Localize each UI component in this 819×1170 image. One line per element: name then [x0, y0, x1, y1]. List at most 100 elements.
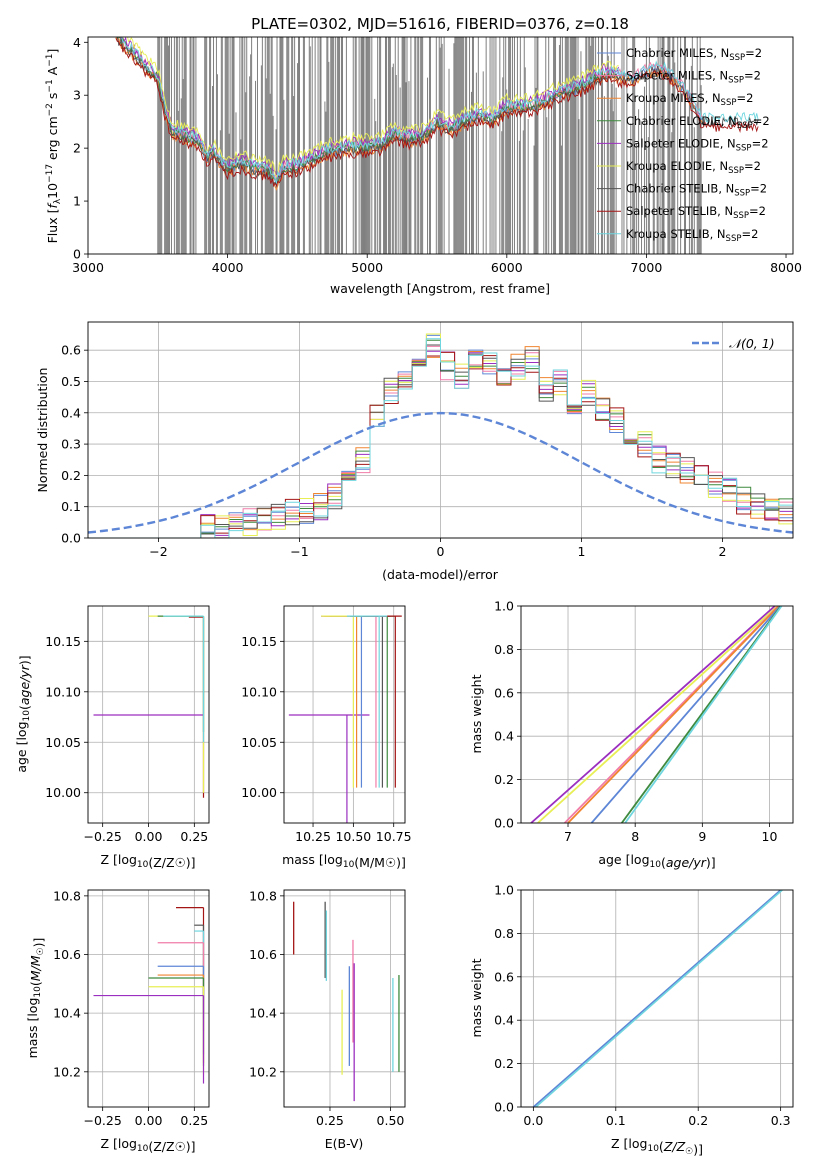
- x-tick-label: 7: [564, 829, 572, 844]
- x-tick-label: 0.1: [606, 1113, 626, 1128]
- label-part: 10: [33, 986, 43, 998]
- series-line: [537, 606, 779, 823]
- label-part: 10: [45, 183, 60, 199]
- x-tick-label: 7000: [631, 260, 663, 275]
- data-point: [343, 615, 385, 788]
- x-tick-label: 10.25: [295, 829, 331, 844]
- y-tick-label: 10.4: [53, 1006, 81, 1021]
- legend-text: Kroupa STELIB, N: [626, 227, 726, 241]
- legend-suffix: =2: [749, 204, 766, 218]
- legend-label: Kroupa STELIB, NSSP=2: [626, 227, 758, 244]
- label-part: 10: [22, 710, 32, 722]
- plot-area: [93, 906, 205, 1084]
- label-part: age/yr: [17, 664, 32, 705]
- histogram-step: [88, 333, 793, 538]
- axes-frame: [520, 605, 794, 824]
- y-axis-label: Normed distribution: [35, 368, 50, 493]
- data-point: [93, 994, 205, 1084]
- label-part: s: [45, 93, 60, 104]
- legend-suffix: =2: [741, 227, 758, 241]
- series-line: [535, 890, 783, 1107]
- grid: [88, 890, 209, 1107]
- histogram-step: [88, 334, 793, 538]
- x-tick-label: 10: [762, 829, 778, 844]
- plot-area: [532, 890, 783, 1107]
- label-part: (M/M☉)]: [354, 855, 406, 870]
- label-part: )]: [706, 855, 716, 870]
- y-tick-label: 10.15: [45, 634, 81, 649]
- x-tick-label: 0.25: [180, 1113, 208, 1128]
- axes-frame: [87, 889, 210, 1108]
- legend-sub: SSP: [729, 53, 745, 63]
- label-part: age/yr: [666, 855, 707, 870]
- legend-label: Chabrier ELODIE, NSSP=2: [626, 114, 770, 131]
- label-part: age [log: [14, 721, 29, 772]
- legend-text: Chabrier ELODIE, N: [626, 114, 737, 128]
- x-tick-label: 0.0: [523, 1113, 543, 1128]
- age-vs-mass-panel: 10.25 10.50 10.75 10.00 10.05 10.10 10.15 mass …: [241, 605, 412, 870]
- axes-frame: [520, 889, 794, 1108]
- model-curve: [117, 37, 759, 187]
- label-part: (: [659, 1139, 664, 1154]
- x-axis-label: age [log10(age/yr)]: [598, 852, 715, 870]
- x-axis-label: mass [log10(M/M☉)]: [282, 852, 406, 870]
- series-line: [621, 606, 782, 823]
- y-tick-label: 10.4: [249, 1006, 277, 1021]
- legend-text: Chabrier MILES, N: [626, 46, 729, 60]
- legend-sub: SSP: [728, 166, 744, 176]
- legend-text: Salpeter ELODIE, N: [626, 136, 736, 150]
- data-point: [346, 615, 388, 788]
- y-tick-label: 0.8: [494, 926, 514, 941]
- y-tick-label: 0.6: [61, 343, 81, 358]
- x-tick-label: −2: [149, 544, 167, 559]
- y-tick-label: 10.8: [249, 888, 277, 903]
- grid: [284, 890, 405, 1107]
- data-point: [148, 977, 205, 1066]
- data-point: [148, 986, 205, 1075]
- x-tick-label: 8000: [770, 260, 802, 275]
- legend-sub: SSP: [733, 211, 749, 221]
- y-tick-label: 10.05: [45, 735, 81, 750]
- histogram-step: [88, 338, 793, 538]
- y-axis-label: mass weight: [469, 958, 484, 1037]
- x-tick-label: 0.25: [180, 829, 208, 844]
- model-curve: [121, 37, 759, 185]
- legend-text: Salpeter MILES, N: [626, 69, 728, 83]
- x-tick-label: 0.25: [316, 1113, 344, 1128]
- label-part: λ: [53, 198, 63, 204]
- y-tick-label: 0.6: [494, 685, 514, 700]
- noise-spikes: [157, 37, 702, 254]
- plot-area: [88, 333, 793, 538]
- data-point: [329, 615, 370, 788]
- legend-suffix: =2: [736, 91, 753, 105]
- axes-frame: [87, 321, 794, 539]
- histogram-panel: −2 −1 0 1 2 0.0 0.1 0.2 0.3 0.4 0.5 0.6 𝒩(0, 1) (data…: [35, 321, 794, 582]
- label-part: Z [log: [100, 1136, 136, 1151]
- legend-label: Salpeter ELODIE, NSSP=2: [626, 136, 769, 153]
- x-tick-label: 0.3: [771, 1113, 791, 1128]
- label-part: 10: [650, 860, 662, 870]
- legend-sub: SSP: [736, 143, 752, 153]
- legend-sub: SSP: [721, 98, 737, 108]
- plot-area: [93, 615, 205, 798]
- y-tick-label: 1: [73, 194, 81, 209]
- x-tick-label: 0.2: [688, 1113, 708, 1128]
- label-part: (Z/Z☉)]: [148, 855, 195, 870]
- data-point: [194, 924, 205, 1014]
- legend-sub: SSP: [737, 121, 753, 131]
- label-part: A: [45, 66, 60, 79]
- mass-weight-vs-Z-panel: 0.0 0.1 0.2 0.3 0.0 0.2 0.4 0.6 0.8 1.0 Z [log10(Z…: [469, 883, 794, 1157]
- label-part: 10: [343, 860, 355, 870]
- y-tick-label: 10.2: [249, 1064, 277, 1079]
- y-tick-label: 0.0: [494, 816, 514, 831]
- legend-suffix: =2: [744, 159, 761, 173]
- label-part: M/M: [28, 955, 43, 981]
- y-tick-label: 0.5: [61, 374, 81, 389]
- x-axis-label: E(B-V): [325, 1136, 364, 1151]
- y-axis-label: age [log10(age/yr)]: [14, 655, 32, 772]
- x-tick-label: 1: [578, 544, 586, 559]
- model-curve: [115, 38, 759, 188]
